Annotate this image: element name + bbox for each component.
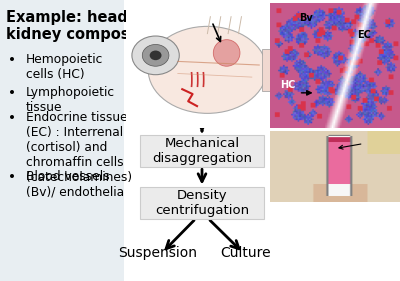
Text: •: • (8, 111, 16, 125)
Text: Example: head
kidney composed of: Example: head kidney composed of (6, 10, 172, 42)
Text: Culture: Culture (221, 246, 271, 260)
FancyBboxPatch shape (140, 135, 264, 167)
Text: Density
centrifugation: Density centrifugation (155, 189, 249, 217)
Text: •: • (8, 86, 16, 100)
Text: Blood vessels
(Bv)/ endothelia: Blood vessels (Bv)/ endothelia (26, 170, 124, 198)
Text: Head kidney: Head kidney (158, 7, 242, 20)
Text: •: • (8, 53, 16, 67)
Text: Hemopoietic
cells (HC): Hemopoietic cells (HC) (26, 53, 103, 81)
Text: •: • (8, 170, 16, 184)
Text: Suspension: Suspension (118, 246, 198, 260)
Text: Mechanical
disaggregation: Mechanical disaggregation (152, 137, 252, 165)
FancyBboxPatch shape (140, 187, 264, 219)
FancyBboxPatch shape (0, 0, 124, 281)
Text: Lymphopoietic
tissue: Lymphopoietic tissue (26, 86, 115, 114)
Text: Endocrine tissue
(EC) : Interrenal
(cortisol) and
chromaffin cells
(catecholamin: Endocrine tissue (EC) : Interrenal (cort… (26, 111, 132, 184)
